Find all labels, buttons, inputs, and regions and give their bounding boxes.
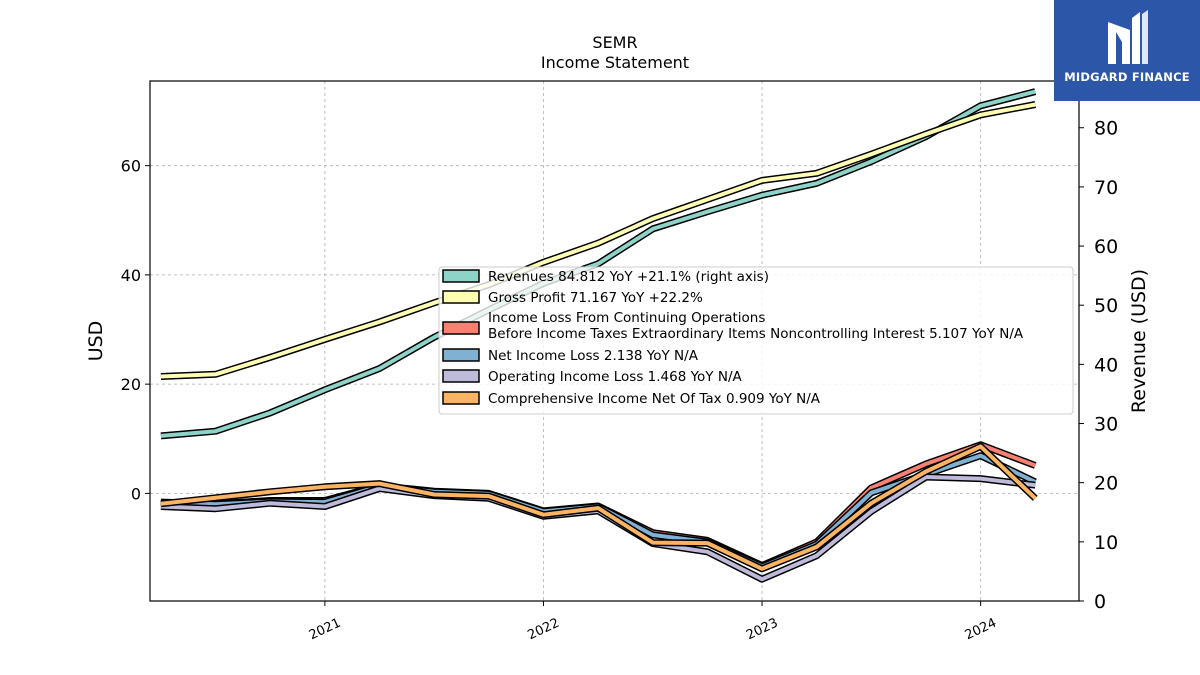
legend-swatch [442, 321, 480, 335]
series-line [160, 89, 1036, 438]
x-tick-label: 2023 [744, 616, 780, 644]
y-tick-label-right: 10 [1094, 532, 1118, 554]
chart-subtitle: Income Statement [541, 53, 689, 72]
chart-title: SEMR [592, 33, 637, 52]
legend-label: Gross Profit 71.167 YoY +22.2% [488, 290, 703, 306]
chart-legend: Revenues 84.812 YoY +21.1% (right axis) G… [438, 266, 1074, 415]
y-axis-label-right: Revenue (USD) [1128, 269, 1150, 413]
y-tick-label-right: 60 [1094, 236, 1118, 258]
logo-text: MIDGARD FINANCE [1064, 70, 1190, 84]
legend-label: Before Income Taxes Extraordinary Items … [488, 326, 1024, 342]
y-axis-label-left: USD [85, 321, 107, 362]
plot-frame [149, 80, 1080, 602]
y-tick-label-left: 60 [121, 157, 141, 176]
legend-swatch [442, 391, 480, 405]
midgard-logo-icon [1108, 10, 1148, 64]
legend-label: Net Income Loss 2.138 YoY N/A [488, 348, 699, 364]
y-tick-label-left: 40 [121, 266, 141, 285]
series-lines [160, 88, 1038, 583]
legend-label: Income Loss From Continuing Operations [488, 310, 765, 326]
y-tick-label-right: 80 [1094, 118, 1118, 140]
legend-swatch [442, 348, 480, 362]
y-tick-label-right: 50 [1094, 295, 1118, 317]
y-tick-label-left: 0 [131, 484, 141, 503]
x-tick-label: 2022 [526, 616, 562, 644]
x-tick-label: 2024 [963, 616, 999, 644]
y-tick-label-left: 20 [121, 375, 141, 394]
x-tick-label: 2021 [307, 616, 343, 644]
series-line [160, 444, 1037, 571]
y-tick-label-right: 30 [1094, 414, 1118, 436]
legend-swatch [442, 369, 480, 383]
y-tick-label-right: 0 [1094, 591, 1106, 613]
legend-label: Comprehensive Income Net Of Tax 0.909 Yo… [488, 391, 821, 407]
brand-logo: MIDGARD FINANCE [1054, 0, 1200, 101]
y-tick-label-right: 40 [1094, 354, 1118, 376]
y-tick-label-right: 70 [1094, 177, 1118, 199]
y-tick-label-right: 20 [1094, 473, 1118, 495]
legend-label: Operating Income Loss 1.468 YoY N/A [488, 369, 742, 385]
legend-label: Revenues 84.812 YoY +21.1% (right axis) [488, 269, 769, 285]
legend-swatch [442, 290, 480, 304]
legend-frame [438, 266, 1074, 415]
series-line [160, 102, 1036, 379]
legend-swatch [442, 269, 480, 283]
